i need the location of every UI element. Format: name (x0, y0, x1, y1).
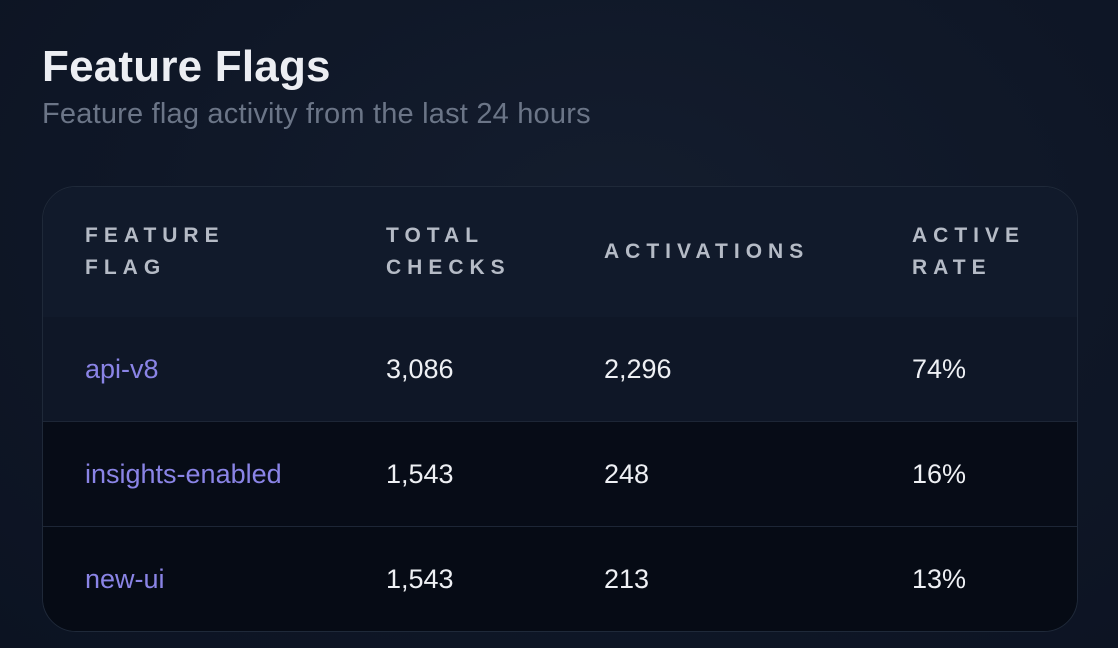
feature-flags-table: FEATURE FLAG TOTAL CHECKS ACTIVATIONS AC… (42, 186, 1078, 632)
active-rate-cell: 74% (912, 353, 967, 384)
active-rate-cell: 16% (912, 458, 967, 489)
table-row[interactable]: insights-enabled 1,543 248 16% (43, 421, 1077, 526)
flag-name-link[interactable]: new-ui (85, 563, 165, 594)
activations-cell: 213 (604, 563, 650, 594)
total-checks-cell: 3,086 (386, 353, 454, 384)
activations-cell: 248 (604, 458, 650, 489)
table-row[interactable]: new-ui 1,543 213 13% (43, 526, 1077, 631)
flag-name-link[interactable]: insights-enabled (85, 458, 282, 489)
flag-name-link[interactable]: api-v8 (85, 353, 159, 384)
column-header-total-checks[interactable]: TOTAL CHECKS (386, 224, 511, 279)
total-checks-cell: 1,543 (386, 563, 454, 594)
page-header: Feature Flags Feature flag activity from… (42, 42, 591, 132)
total-checks-cell: 1,543 (386, 458, 454, 489)
page-subtitle: Feature flag activity from the last 24 h… (42, 98, 591, 130)
column-header-activations[interactable]: ACTIVATIONS (604, 240, 810, 263)
table-header: FEATURE FLAG TOTAL CHECKS ACTIVATIONS AC… (43, 187, 1077, 317)
column-header-feature-flag[interactable]: FEATURE FLAG (85, 224, 225, 279)
table-row[interactable]: api-v8 3,086 2,296 74% (43, 317, 1077, 421)
column-header-active-rate[interactable]: ACTIVE RATE (912, 224, 1026, 279)
active-rate-cell: 13% (912, 563, 967, 594)
page-title: Feature Flags (42, 42, 331, 91)
activations-cell: 2,296 (604, 353, 672, 384)
